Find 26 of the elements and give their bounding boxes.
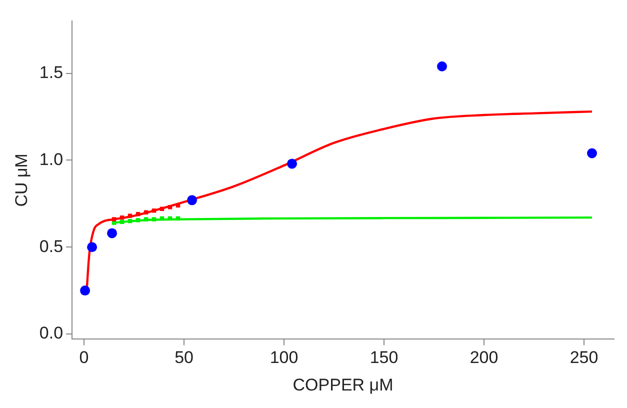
y-tick-label: 1.5 — [39, 63, 64, 82]
y-tick-label: 1.0 — [39, 150, 64, 169]
point — [287, 158, 298, 169]
point — [144, 217, 148, 222]
point — [168, 205, 172, 210]
y-tick-label: 0.0 — [39, 324, 64, 343]
x-axis-title: COPPER μM — [292, 375, 394, 394]
point — [136, 218, 140, 222]
point — [80, 286, 90, 296]
x-tick-label: 50 — [174, 348, 194, 368]
point — [87, 242, 98, 252]
point — [187, 195, 198, 206]
x-tick-label: 200 — [470, 348, 498, 368]
point — [587, 148, 597, 158]
point — [107, 228, 118, 238]
y-tick-label: 0.5 — [39, 236, 64, 256]
y-axis-title: CU μM — [12, 154, 31, 207]
x-tick-label: 250 — [570, 348, 598, 368]
point — [152, 217, 156, 222]
x-tick-label: 150 — [370, 348, 398, 368]
point — [112, 217, 116, 222]
x-tick-label: 0 — [79, 348, 89, 368]
point — [128, 214, 132, 218]
point — [144, 210, 148, 214]
x-tick-label: 100 — [270, 348, 298, 368]
point — [437, 61, 448, 72]
